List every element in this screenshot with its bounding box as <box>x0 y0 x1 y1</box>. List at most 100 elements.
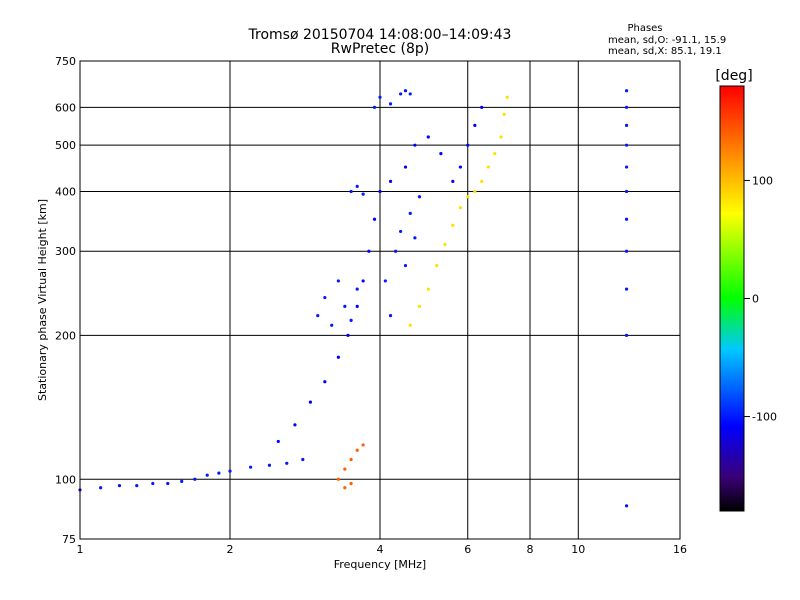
data-point <box>435 263 439 268</box>
data-point <box>399 229 403 234</box>
data-point <box>343 467 347 471</box>
y-tick-label: 200 <box>55 329 76 342</box>
x-tick-label: 2 <box>227 543 234 556</box>
data-point <box>388 314 393 318</box>
y-tick-label: 600 <box>55 101 76 114</box>
data-point <box>403 89 408 93</box>
data-point <box>135 484 139 488</box>
data-point <box>166 481 170 486</box>
data-point <box>624 143 629 147</box>
data-point <box>624 123 629 127</box>
data-point <box>293 423 297 427</box>
data-point <box>323 380 327 384</box>
data-point <box>336 477 340 481</box>
data-point <box>499 135 503 139</box>
data-point <box>493 152 497 156</box>
data-point <box>383 279 387 283</box>
phases-line-x: mean, sd,X: 85.1, 19.1 <box>608 46 722 57</box>
data-point <box>99 486 103 490</box>
data-point <box>408 323 412 327</box>
y-tick-label: 75 <box>62 533 76 546</box>
data-point <box>276 439 280 444</box>
data-point <box>403 165 408 169</box>
data-point <box>624 249 629 253</box>
data-point <box>473 189 477 194</box>
data-point <box>372 105 377 109</box>
y-tick-label: 400 <box>55 185 76 198</box>
chart-title-line1: Tromsø 20150704 14:08:00–14:09:43 <box>248 27 512 43</box>
y-tick-labels: 75 100 200 300 400 500 600 750 <box>55 55 76 546</box>
data-point <box>323 295 327 300</box>
data-point <box>336 355 340 359</box>
scatter-points <box>78 89 629 508</box>
data-point <box>458 165 463 169</box>
colorbar-label: [deg] <box>715 68 752 84</box>
data-point <box>394 249 398 253</box>
colorbar-tick-label: 100 <box>752 174 773 187</box>
data-point <box>466 195 470 199</box>
colorbar-tick-label: 0 <box>752 293 759 306</box>
data-point <box>330 323 334 327</box>
x-tick-label: 10 <box>571 543 585 556</box>
data-point <box>151 481 155 486</box>
data-point <box>346 333 350 337</box>
data-point <box>388 102 393 106</box>
data-point <box>180 479 184 483</box>
plot-frame <box>79 60 681 540</box>
colorbar-ticks: 100 0 -100 <box>744 174 777 424</box>
data-point <box>458 206 463 210</box>
data-point <box>624 287 629 291</box>
data-point <box>624 189 629 194</box>
data-point <box>426 287 430 291</box>
data-point <box>408 92 412 96</box>
data-point <box>480 105 484 109</box>
y-tick-label: 100 <box>55 473 76 486</box>
data-point <box>408 211 412 215</box>
x-axis-label: Frequency [MHz] <box>334 558 426 571</box>
data-point <box>361 192 365 196</box>
data-point <box>349 481 353 486</box>
y-tick-label: 750 <box>55 55 76 68</box>
data-point <box>505 95 509 99</box>
data-point <box>355 304 359 308</box>
data-point <box>378 189 382 194</box>
data-point <box>205 473 209 477</box>
data-point <box>451 223 455 227</box>
data-point <box>624 89 629 93</box>
data-point <box>285 461 289 465</box>
data-point <box>308 400 313 404</box>
data-point <box>343 304 347 308</box>
y-axis-label: Stationary phase Virtual Height [km] <box>36 199 49 401</box>
x-tick-label: 6 <box>464 543 471 556</box>
data-point <box>388 179 393 183</box>
grid-lines <box>80 61 680 539</box>
data-point <box>413 236 417 240</box>
data-point <box>378 95 382 99</box>
data-point <box>417 195 422 199</box>
data-point <box>301 457 305 462</box>
data-point <box>361 443 365 447</box>
data-point <box>249 465 253 469</box>
data-point <box>473 123 477 127</box>
data-point <box>336 279 340 283</box>
data-point <box>486 165 490 169</box>
data-point <box>343 486 347 490</box>
chart-title-line2: RwPretec (8p) <box>331 41 429 57</box>
data-point <box>480 179 484 183</box>
data-point <box>117 484 122 488</box>
data-point <box>443 242 447 247</box>
y-tick-label: 300 <box>55 245 76 258</box>
data-point <box>349 189 353 194</box>
data-point <box>403 263 408 268</box>
data-point <box>624 333 629 337</box>
x-tick-label: 8 <box>527 543 534 556</box>
data-point <box>217 471 221 475</box>
data-point <box>355 287 359 291</box>
data-point <box>349 457 353 462</box>
y-tick-label: 500 <box>55 139 76 152</box>
data-point <box>349 318 353 322</box>
data-point <box>361 279 365 283</box>
data-point <box>355 448 359 452</box>
data-point <box>624 165 629 169</box>
